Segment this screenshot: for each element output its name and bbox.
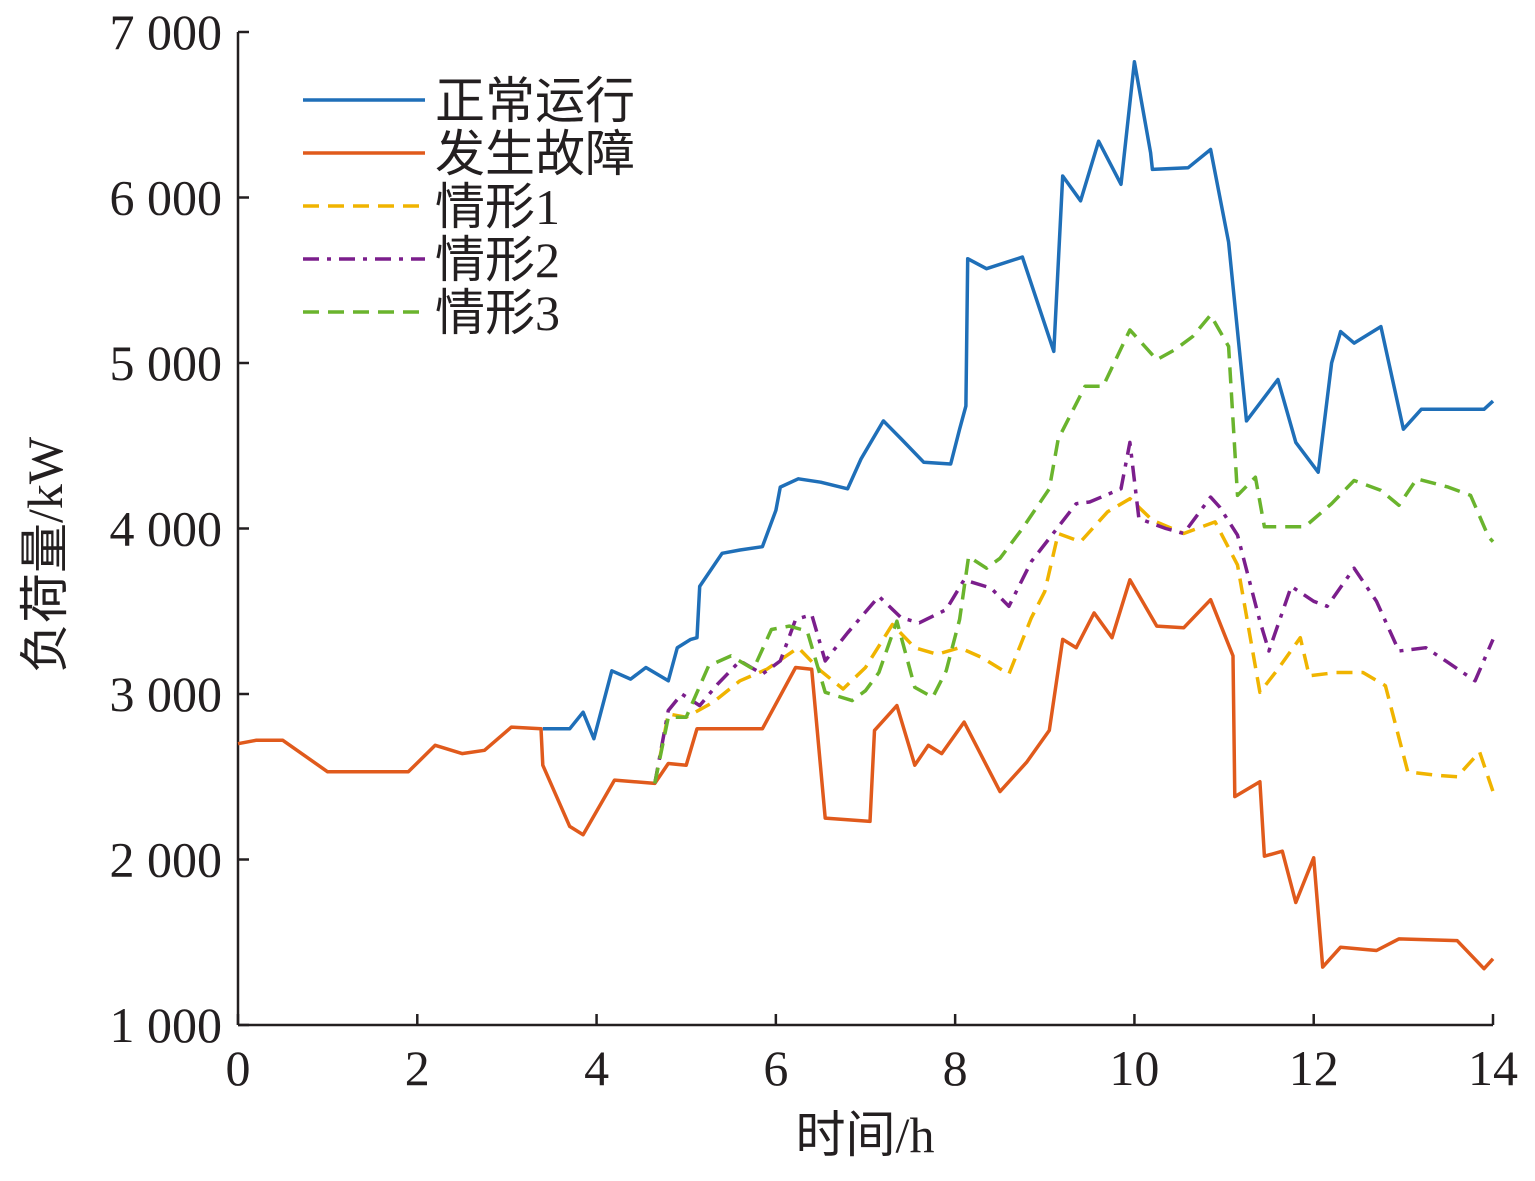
legend-label: 情形1 [435,179,560,235]
y-tick-label: 5 000 [110,335,223,391]
y-tick-label: 3 000 [110,666,223,722]
x-tick-label: 2 [405,1040,430,1096]
x-tick-label: 14 [1468,1040,1518,1096]
legend-label: 发生故障 [435,126,635,182]
series-line-2 [237,578,1495,971]
legend-label: 正常运行 [435,73,635,129]
x-tick-label: 10 [1109,1040,1159,1096]
ticks: 0 2 4 6 8 10 12 14 1 000 2 000 3 000 4 000 5 000 6 00… [110,4,1519,1096]
legend-label: 情形3 [435,285,560,341]
y-tick-label: 7 000 [110,4,223,60]
y-tick-label: 2 000 [110,832,223,888]
series-line-3 [653,496,1495,793]
x-tick-label: 12 [1289,1040,1339,1096]
y-tick-label: 6 000 [110,170,223,226]
series-layer [237,60,1495,971]
x-tick-label: 6 [763,1040,788,1096]
x-tick-label: 8 [943,1040,968,1096]
series-line-5 [653,313,1495,784]
x-tick-label: 0 [226,1040,251,1096]
y-axis-label: 负荷量/kW [17,436,73,673]
y-tick-label: 4 000 [110,501,223,557]
x-tick-label: 4 [584,1040,609,1096]
legend-label: 情形2 [435,232,560,288]
series-line-4 [653,440,1495,784]
y-tick-label: 1 000 [110,997,223,1053]
series-line-1 [542,60,1495,741]
x-axis-label: 时间/h [796,1107,935,1163]
